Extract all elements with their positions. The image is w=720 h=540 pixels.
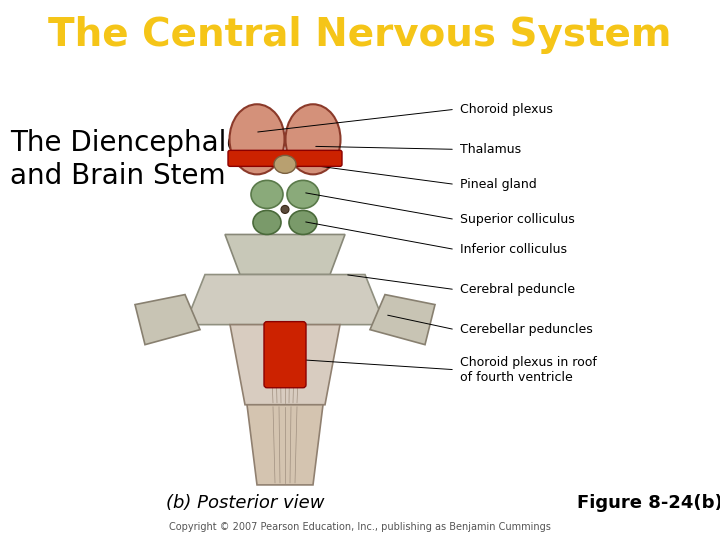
Ellipse shape <box>274 156 296 173</box>
Ellipse shape <box>287 180 319 208</box>
Ellipse shape <box>281 205 289 213</box>
Polygon shape <box>225 234 345 274</box>
Ellipse shape <box>253 211 281 234</box>
Text: Figure 8-24(b): Figure 8-24(b) <box>577 494 720 512</box>
Text: Inferior colliculus: Inferior colliculus <box>460 243 567 256</box>
Text: (b) Posterior view: (b) Posterior view <box>166 494 324 512</box>
FancyBboxPatch shape <box>228 150 342 166</box>
Ellipse shape <box>286 104 341 174</box>
Polygon shape <box>370 295 435 345</box>
Text: Choroid plexus in roof
of fourth ventricle: Choroid plexus in roof of fourth ventric… <box>460 356 597 384</box>
Text: The Central Nervous System: The Central Nervous System <box>48 16 672 54</box>
Ellipse shape <box>230 104 284 174</box>
FancyBboxPatch shape <box>264 322 306 388</box>
Text: Thalamus: Thalamus <box>460 143 521 156</box>
Ellipse shape <box>289 211 317 234</box>
Text: Cerebral peduncle: Cerebral peduncle <box>460 283 575 296</box>
Text: Copyright © 2007 Pearson Education, Inc., publishing as Benjamin Cummings: Copyright © 2007 Pearson Education, Inc.… <box>169 522 551 532</box>
Text: The Diencephalon
and Brain Stem: The Diencephalon and Brain Stem <box>10 129 261 190</box>
Polygon shape <box>185 274 385 325</box>
Text: Superior colliculus: Superior colliculus <box>460 213 575 226</box>
Polygon shape <box>135 295 200 345</box>
Polygon shape <box>247 405 323 485</box>
Polygon shape <box>230 325 340 405</box>
Text: Pineal gland: Pineal gland <box>460 178 536 191</box>
Ellipse shape <box>251 180 283 208</box>
Text: Cerebellar peduncles: Cerebellar peduncles <box>460 323 593 336</box>
Text: Choroid plexus: Choroid plexus <box>460 103 553 116</box>
